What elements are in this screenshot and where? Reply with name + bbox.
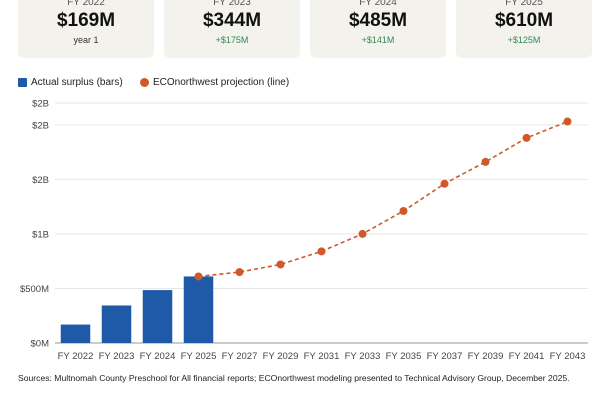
card-year: FY 2024 xyxy=(359,0,397,8)
card-amount: $610M xyxy=(494,10,554,31)
y-tick-label: $2B xyxy=(32,120,49,131)
y-tick-label: $2B xyxy=(32,99,49,110)
x-tick-label: FY 2039 xyxy=(468,351,504,362)
card-year: FY 2025 xyxy=(505,0,543,8)
summary-cards: FY 2022 $169M year 1 FY 2023 $344M +$175… xyxy=(0,0,600,58)
card-year: FY 2022 xyxy=(67,0,105,8)
x-tick-label: FY 2041 xyxy=(509,351,545,362)
summary-card-fy2025: FY 2025 $610M +$125M xyxy=(456,0,592,58)
x-tick-label: FY 2033 xyxy=(345,351,381,362)
projection-point xyxy=(563,117,572,126)
bar xyxy=(183,276,214,343)
y-tick-label: $0M xyxy=(31,339,50,350)
x-tick-label: FY 2043 xyxy=(550,351,586,362)
legend-label-projection: ECOnorthwest projection (line) xyxy=(153,77,290,88)
projection-point xyxy=(440,179,449,188)
card-delta: +$125M xyxy=(507,35,541,45)
card-subtext: year 1 xyxy=(73,35,99,45)
card-amount: $344M xyxy=(202,10,262,31)
projection-point xyxy=(235,268,244,277)
projection-point xyxy=(522,133,531,142)
projection-point xyxy=(317,247,326,256)
summary-card-fy2023: FY 2023 $344M +$175M xyxy=(164,0,300,58)
projection-point xyxy=(194,272,203,281)
surplus-chart: $0M $500M $1B $2B $2B $2B FY 2022 FY 2023 FY 202… xyxy=(20,99,588,362)
summary-card-fy2024: FY 2024 $485M +$141M xyxy=(310,0,446,58)
card-year: FY 2023 xyxy=(213,0,251,8)
projection-point xyxy=(399,207,408,215)
projection-point xyxy=(481,157,490,166)
x-tick-label: FY 2025 xyxy=(181,351,217,362)
x-tick-label: FY 2031 xyxy=(304,351,340,362)
source-note: Sources: Multnomah County Preschool for … xyxy=(18,373,570,383)
legend-dot-swatch xyxy=(140,78,149,87)
legend-bar-swatch xyxy=(18,78,27,87)
card-amount: $169M xyxy=(56,10,116,31)
x-tick-label: FY 2035 xyxy=(386,351,422,362)
bar xyxy=(101,305,132,343)
card-delta: +$141M xyxy=(361,35,395,45)
y-tick-label: $500M xyxy=(20,284,49,295)
bar xyxy=(142,290,173,343)
y-tick-label: $1B xyxy=(32,229,49,240)
y-tick-label: $2B xyxy=(32,175,49,186)
legend-label-actual: Actual surplus (bars) xyxy=(31,77,123,88)
bar xyxy=(60,324,91,343)
projection-line xyxy=(198,120,568,278)
card-delta: +$175M xyxy=(215,35,249,45)
x-tick-label: FY 2027 xyxy=(222,351,258,362)
summary-card-fy2022: FY 2022 $169M year 1 xyxy=(18,0,154,58)
card-amount: $485M xyxy=(348,10,408,31)
x-tick-label: FY 2022 xyxy=(58,351,94,362)
projection-point xyxy=(276,260,285,269)
x-tick-label: FY 2037 xyxy=(427,351,463,362)
x-tick-label: FY 2024 xyxy=(140,351,176,362)
x-tick-label: FY 2029 xyxy=(263,351,299,362)
projection-point xyxy=(358,229,367,238)
x-tick-label: FY 2023 xyxy=(99,351,135,362)
